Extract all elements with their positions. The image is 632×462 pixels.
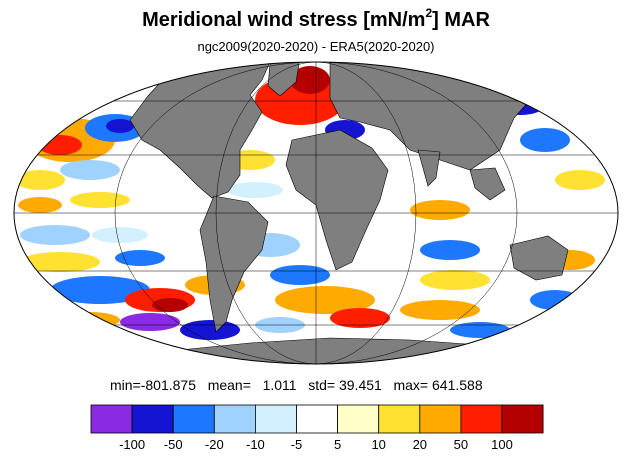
stat-std: 39.451 — [338, 377, 382, 393]
colorbar-tick-label: 20 — [412, 437, 428, 452]
patch — [20, 252, 100, 272]
globe-outline — [13, 61, 619, 365]
colorbar-tick-label: -100 — [119, 437, 146, 452]
colorbar-tick-label: 50 — [453, 437, 469, 452]
patch — [227, 182, 283, 198]
map-subtitle: ngc2009(2020-2020) - ERA5(2020-2020) — [197, 39, 435, 54]
patch — [410, 200, 470, 220]
colorbar-tick-label: -10 — [245, 437, 265, 452]
colorbar-box — [131, 404, 174, 434]
se-asia — [469, 167, 506, 201]
patch — [450, 322, 510, 338]
north-america — [129, 62, 271, 199]
colorbar-tick-label: 100 — [491, 437, 513, 452]
australia — [509, 235, 569, 281]
south-america — [199, 195, 269, 333]
stat-min-label: min= — [110, 377, 141, 393]
colorbar-box — [213, 404, 256, 434]
title-suffix: ] MAR — [432, 9, 490, 31]
stat-mean: 1.011 — [262, 377, 297, 393]
colorbar-tick-label: 5 — [333, 437, 342, 452]
patch — [106, 119, 134, 133]
stat-std-label: std= — [308, 377, 336, 393]
india — [417, 149, 441, 187]
stat-min: -801.875 — [140, 377, 197, 393]
patch — [420, 270, 490, 290]
patch — [115, 250, 165, 266]
patch — [20, 225, 90, 245]
colorbar-box — [460, 404, 503, 434]
stat-mean-label: mean= — [207, 377, 251, 393]
patch — [60, 160, 120, 180]
patch — [270, 265, 330, 285]
africa — [285, 129, 389, 271]
colorbar-tick-label: -5 — [290, 437, 303, 452]
colorbar-box — [296, 404, 338, 434]
patch — [50, 276, 150, 304]
meridian-line — [114, 62, 518, 364]
colorbar-box — [501, 404, 544, 434]
meridian-line — [215, 62, 417, 364]
stat-max-label: max= — [393, 377, 429, 393]
map-field — [14, 62, 618, 364]
patch — [400, 300, 480, 320]
patch — [330, 308, 390, 328]
patch — [70, 192, 130, 208]
patch — [18, 197, 62, 213]
patch — [152, 298, 188, 312]
colorbar-tick-label: -20 — [204, 437, 224, 452]
greenland — [267, 62, 301, 97]
colorbar-box — [90, 404, 133, 434]
patch — [275, 286, 375, 314]
patch — [92, 227, 148, 243]
map-title: Meridional wind stress [mN/m2] MAR — [0, 6, 632, 32]
colorbar-box — [419, 404, 462, 434]
patch — [520, 128, 570, 152]
colorbar-box — [254, 404, 297, 434]
colorbar-box — [378, 404, 421, 434]
colorbar-box — [172, 404, 215, 434]
colorbar-tick-label: -50 — [163, 437, 183, 452]
patch — [555, 170, 605, 190]
stat-max: 641.588 — [432, 377, 483, 393]
title-superscript: 2 — [425, 6, 433, 20]
colorbar-box — [337, 404, 380, 434]
stats-line: min=-801.875 mean= 1.011 std= 39.451 max… — [110, 377, 483, 393]
colorbar-tick-label: 10 — [371, 437, 386, 452]
patch — [15, 170, 65, 190]
patch — [120, 313, 180, 331]
patch — [420, 240, 480, 260]
title-main: Meridional wind stress [mN/m — [142, 9, 426, 31]
patch — [290, 66, 330, 94]
